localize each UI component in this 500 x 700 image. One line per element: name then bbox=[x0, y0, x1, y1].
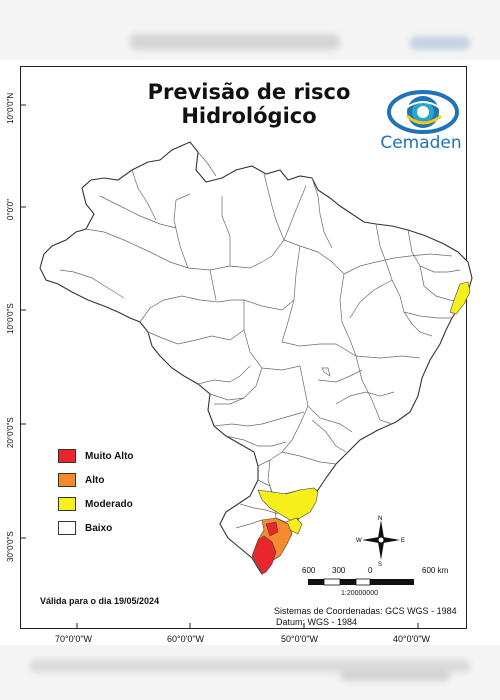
brazil-outline bbox=[39, 141, 473, 576]
legend-label-baixo: Baixo bbox=[85, 522, 113, 534]
validity-date: Válida para o dia 19/05/2024 bbox=[40, 596, 160, 606]
legend-label-alto: Alto bbox=[85, 474, 105, 486]
legend-item-moderado: Moderado bbox=[58, 492, 134, 516]
blurred-header-text bbox=[130, 34, 340, 50]
lat-label-10n: 10°0'0"N bbox=[6, 92, 15, 124]
lon-label-40w: 40°0'0"W bbox=[393, 634, 431, 644]
risk-moderado-sc bbox=[257, 487, 319, 521]
cemaden-logo-icon bbox=[387, 90, 459, 134]
legend-swatch-baixo bbox=[58, 521, 76, 535]
lon-label-70w: 70°0'0"W bbox=[55, 634, 93, 644]
lat-label-20s: 20°0'0"S bbox=[6, 417, 15, 448]
legend-label-muito-alto: Muito Alto bbox=[85, 450, 134, 462]
blurred-footer-bar-2 bbox=[340, 669, 450, 681]
scale-tick-300: 300 bbox=[332, 566, 346, 575]
logo-text: Cemaden bbox=[380, 133, 462, 153]
crs-line-1: Sistemas de Coordenadas: GCS WGS - 1984 bbox=[274, 606, 457, 616]
map-title: Previsão de risco Hidrológico bbox=[120, 80, 378, 128]
legend: Muito Alto Alto Moderado Baixo bbox=[58, 444, 134, 540]
legend-label-moderado: Moderado bbox=[85, 498, 133, 510]
compass-s: S bbox=[378, 562, 382, 566]
lat-label-0: 0°0'0" bbox=[6, 199, 15, 220]
legend-swatch-muito-alto bbox=[58, 449, 76, 463]
lon-label-50w: 50°0'0"W bbox=[281, 634, 319, 644]
blurred-header-badge bbox=[410, 36, 470, 50]
blurred-footer-bg bbox=[0, 645, 500, 700]
blurred-header-bg bbox=[0, 0, 500, 60]
legend-item-baixo: Baixo bbox=[58, 516, 134, 540]
legend-item-muito-alto: Muito Alto bbox=[58, 444, 134, 468]
lat-label-10s: 10°0'0"S bbox=[6, 303, 15, 334]
scale-ratio: 1:20000000 bbox=[341, 590, 378, 597]
compass-rose-icon: N S W E bbox=[356, 516, 405, 566]
risk-muito-alto-rs-2 bbox=[265, 521, 279, 537]
compass-w: W bbox=[356, 538, 362, 544]
scale-tick-600km: 600 km bbox=[422, 566, 449, 575]
compass-n: N bbox=[378, 516, 382, 522]
legend-swatch-alto bbox=[58, 473, 76, 487]
coordinate-system: Sistemas de Coordenadas: GCS WGS - 1984 … bbox=[274, 606, 457, 628]
legend-swatch-moderado bbox=[58, 497, 76, 511]
axis-ticks bbox=[20, 104, 419, 629]
scale-tick-600: 600 bbox=[302, 566, 316, 575]
legend-item-alto: Alto bbox=[58, 468, 134, 492]
risk-muito-alto-rs bbox=[251, 535, 277, 575]
risk-moderado-ne bbox=[449, 281, 471, 315]
title-line-2: Hidrológico bbox=[181, 104, 317, 128]
scale-bar bbox=[308, 578, 414, 586]
lon-label-60w: 60°0'0"W bbox=[167, 634, 205, 644]
title-line-1: Previsão de risco bbox=[147, 80, 351, 104]
scale-tick-0: 0 bbox=[368, 566, 373, 575]
lat-label-30s: 30°0'0"S bbox=[6, 531, 15, 562]
crs-line-2: Datum: WGS - 1984 bbox=[276, 617, 358, 627]
internal-boundaries bbox=[59, 151, 463, 529]
compass-e: E bbox=[401, 538, 405, 544]
